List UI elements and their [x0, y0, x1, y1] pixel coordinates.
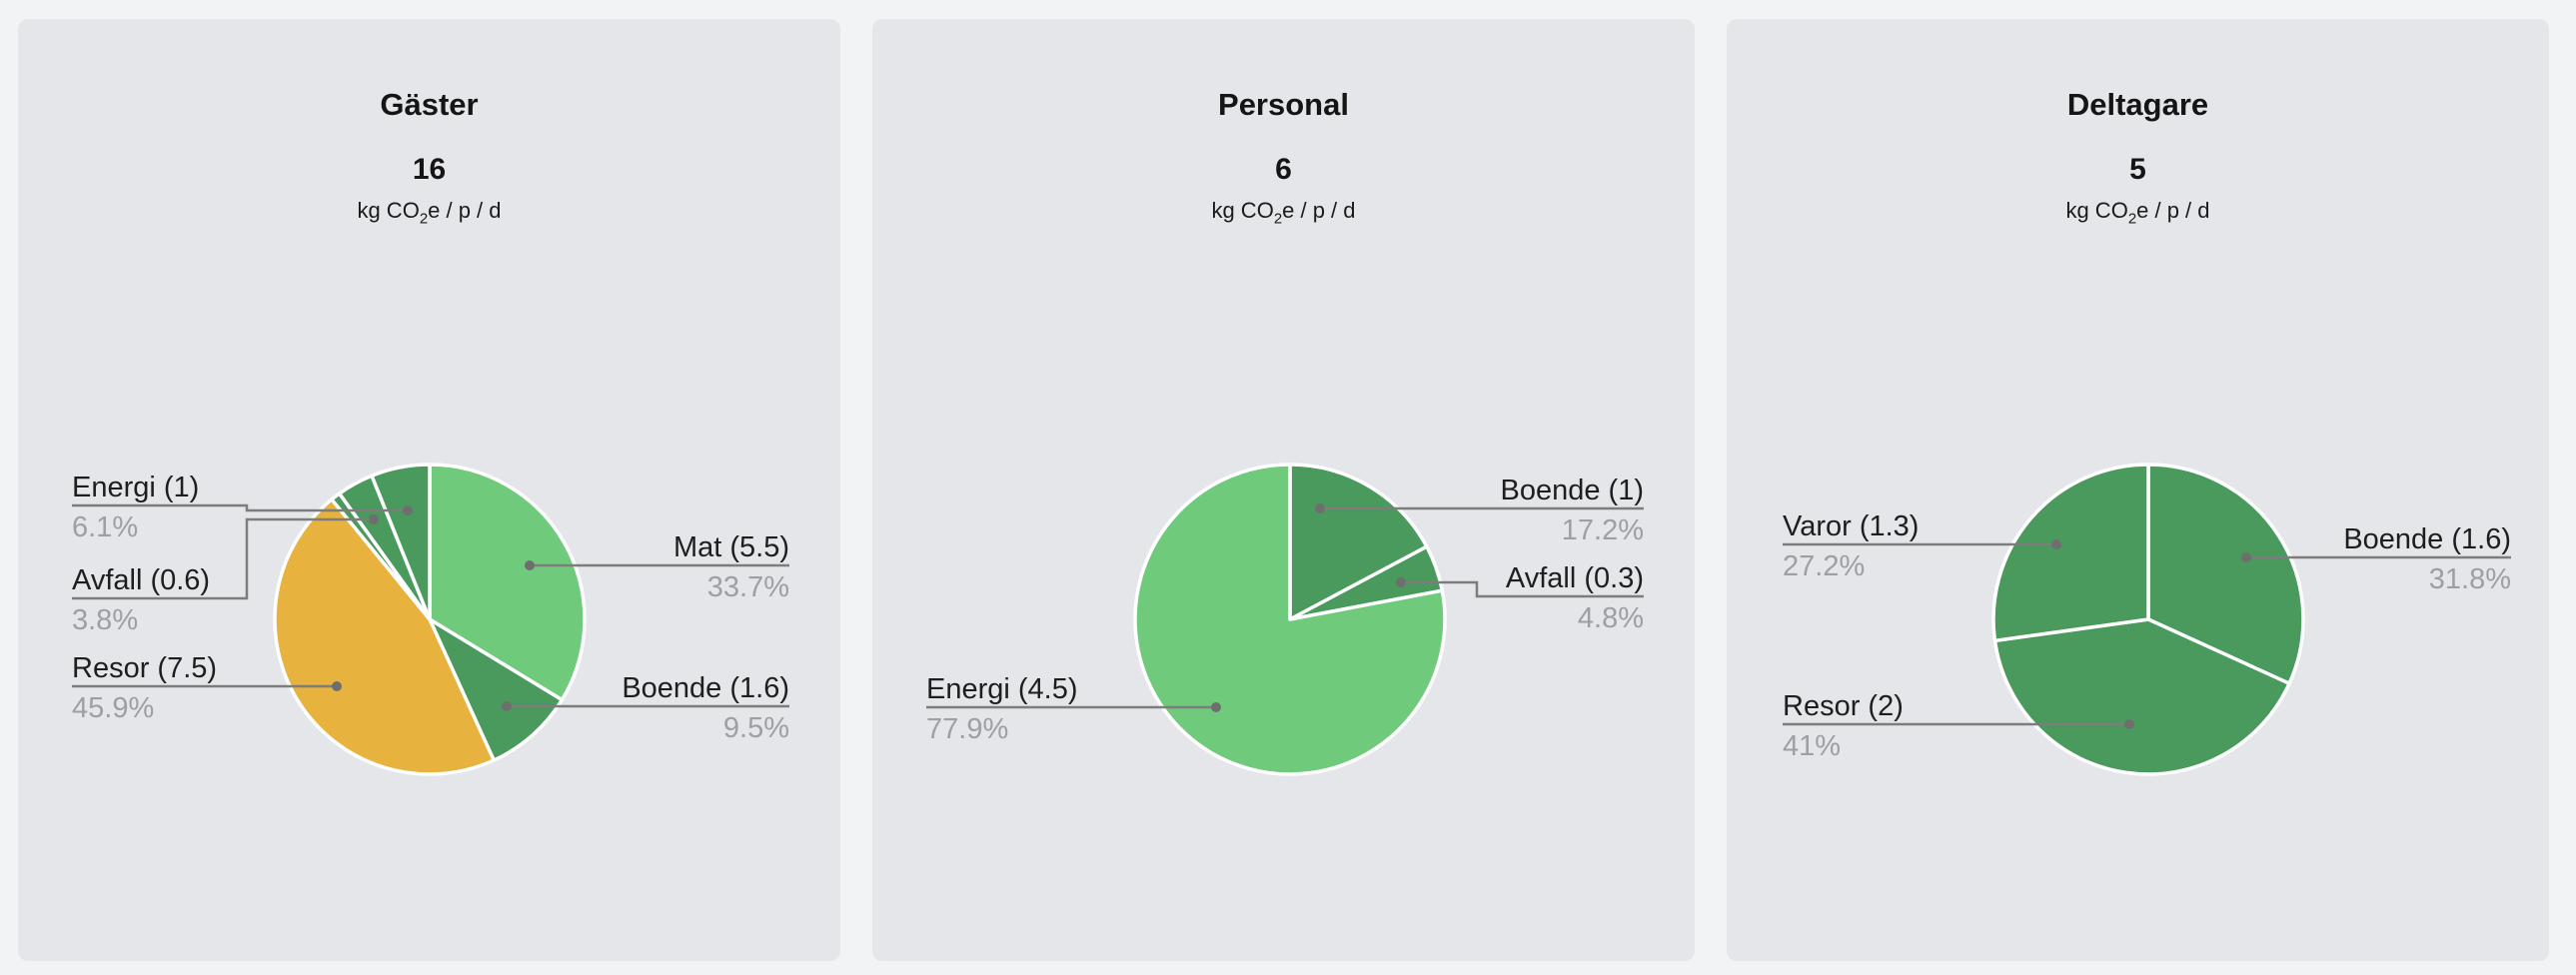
card-value: 5: [2129, 153, 2146, 186]
slice-percent-boende: 9.5%: [723, 712, 789, 744]
leader-dot-boende: [2241, 552, 2251, 562]
unit-subscript: 2: [2127, 210, 2137, 228]
slice-percent-energi: 77.9%: [926, 713, 1008, 745]
slice-label-energi: Energi (4.5): [926, 673, 1078, 705]
leader-line-energi: [72, 503, 408, 512]
leader-dot-mat: [525, 560, 535, 570]
card-unit: kg CO2e / p / d: [1727, 198, 2549, 227]
slice-percent-mat: 33.7%: [707, 571, 789, 603]
card-gaster: Mat (5.5) 33.7% Boende (1.6) 9.5% Resor (7.5…: [18, 19, 840, 961]
unit-subscript: 2: [1273, 210, 1283, 228]
pie-slice-boende[interactable]: [2146, 463, 2305, 685]
leader-dot-resor: [2124, 719, 2134, 729]
slice-percent-energi: 6.1%: [72, 511, 138, 543]
slice-label-resor: Resor (7.5): [72, 652, 217, 684]
leader-dot-energi: [1211, 702, 1221, 712]
card-value: 6: [1275, 153, 1292, 186]
unit-subscript: 2: [419, 210, 429, 228]
pie-slice-energi[interactable]: [370, 463, 432, 621]
unit-suffix: e / p / d: [2136, 198, 2210, 223]
slice-percent-avfall: 4.8%: [1578, 602, 1644, 634]
unit-prefix: kg CO: [2065, 198, 2128, 223]
pie-slice-energi[interactable]: [1133, 463, 1447, 776]
slice-label-boende: Boende (1.6): [622, 672, 789, 704]
slice-percent-resor: 41%: [1783, 730, 1841, 762]
unit-prefix: kg CO: [1211, 198, 1274, 223]
slice-label-boende: Boende (1.6): [2343, 523, 2511, 555]
pie-chart-gaster: Mat (5.5) 33.7% Boende (1.6) 9.5% Resor (7.5…: [72, 463, 789, 776]
pie-slice-boende[interactable]: [1288, 463, 1429, 621]
slice-label-mat: Mat (5.5): [673, 531, 789, 563]
slice-percent-boende: 17.2%: [1562, 514, 1644, 546]
card-title: Personal: [1218, 87, 1349, 122]
slice-label-resor: Resor (2): [1783, 690, 1904, 722]
unit-suffix: e / p / d: [428, 198, 502, 223]
leader-line-avfall: [72, 517, 374, 600]
card-unit: kg CO2e / p / d: [18, 198, 840, 227]
card-title: Deltagare: [2066, 87, 2209, 122]
slice-label-avfall: Avfall (0.6): [72, 564, 210, 596]
card-unit: kg CO2e / p / d: [872, 198, 1695, 227]
slice-percent-varor: 27.2%: [1783, 550, 1865, 582]
leader-dot-varor: [2051, 539, 2061, 549]
slice-label-boende: Boende (1): [1501, 475, 1645, 506]
unit-suffix: e / p / d: [1282, 198, 1356, 223]
pie-slice-resor[interactable]: [273, 497, 496, 776]
slice-label-avfall: Avfall (0.3): [1506, 562, 1644, 594]
leader-line-avfall: [1401, 580, 1644, 598]
slice-label-varor: Varor (1.3): [1783, 510, 1919, 542]
slice-label-energi: Energi (1): [72, 472, 199, 503]
leader-dot-resor: [332, 681, 342, 691]
leader-dot-boende: [502, 701, 512, 711]
card-title: Gäster: [380, 87, 479, 122]
card-value: 16: [412, 153, 447, 186]
card-deltagare: Boende (1.6) 31.8% Resor (2) 41% Varor (1.3)…: [1727, 19, 2549, 961]
leader-dot-boende: [1315, 503, 1325, 513]
unit-prefix: kg CO: [357, 198, 420, 223]
slice-percent-resor: 45.9%: [72, 692, 154, 724]
leader-dot-avfall: [369, 514, 379, 524]
pie-chart-deltagare: Boende (1.6) 31.8% Resor (2) 41% Varor (1.3)…: [1783, 463, 2511, 776]
leader-dot-energi: [403, 505, 413, 515]
pie-slice-varor[interactable]: [1991, 463, 2150, 643]
slice-percent-avfall: 3.8%: [72, 604, 138, 636]
pie-slice-boende[interactable]: [428, 617, 565, 762]
leader-dot-avfall: [1396, 577, 1406, 587]
pie-slice-resor[interactable]: [1992, 617, 2291, 776]
card-personal: Boende (1) 17.2% Avfall (0.3) 4.8% Energi (4…: [872, 19, 1695, 961]
slice-percent-boende: 31.8%: [2429, 563, 2511, 595]
pie-chart-personal: Boende (1) 17.2% Avfall (0.3) 4.8% Energi (4…: [926, 463, 1645, 776]
